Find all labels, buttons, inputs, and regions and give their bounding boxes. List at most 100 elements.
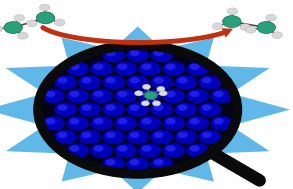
Circle shape: [223, 16, 241, 28]
Circle shape: [0, 26, 3, 32]
Circle shape: [130, 132, 139, 138]
Circle shape: [151, 130, 173, 144]
Circle shape: [190, 91, 200, 97]
Circle shape: [42, 116, 65, 130]
Circle shape: [117, 145, 127, 152]
Circle shape: [79, 102, 101, 117]
Circle shape: [91, 116, 113, 130]
Circle shape: [105, 159, 115, 165]
Circle shape: [142, 64, 151, 70]
Circle shape: [18, 32, 28, 39]
Circle shape: [211, 116, 233, 130]
Circle shape: [154, 104, 163, 111]
Circle shape: [93, 64, 103, 70]
Circle shape: [27, 20, 37, 27]
Circle shape: [42, 89, 65, 103]
Circle shape: [178, 104, 188, 111]
Circle shape: [103, 157, 125, 171]
Circle shape: [79, 130, 101, 144]
Circle shape: [134, 91, 143, 96]
Polygon shape: [0, 26, 290, 189]
Circle shape: [163, 89, 185, 103]
Circle shape: [91, 62, 113, 76]
Circle shape: [142, 84, 151, 89]
Circle shape: [67, 143, 89, 158]
Circle shape: [154, 77, 163, 84]
Circle shape: [227, 8, 238, 15]
Circle shape: [127, 102, 149, 117]
Circle shape: [54, 19, 65, 26]
Circle shape: [187, 62, 209, 76]
Circle shape: [154, 159, 163, 165]
Circle shape: [142, 91, 151, 97]
Circle shape: [81, 77, 91, 84]
Circle shape: [105, 77, 115, 84]
Circle shape: [81, 132, 91, 138]
Circle shape: [40, 4, 50, 11]
Circle shape: [187, 143, 209, 158]
Circle shape: [130, 104, 139, 111]
Circle shape: [105, 104, 115, 111]
Circle shape: [79, 75, 101, 90]
Circle shape: [69, 91, 79, 97]
Circle shape: [214, 118, 224, 125]
Circle shape: [175, 130, 197, 144]
Circle shape: [93, 145, 103, 152]
Circle shape: [103, 130, 125, 144]
Circle shape: [105, 132, 115, 138]
Circle shape: [93, 91, 103, 97]
Circle shape: [93, 118, 103, 125]
Circle shape: [151, 48, 173, 62]
Circle shape: [69, 145, 79, 152]
Circle shape: [103, 48, 125, 62]
Circle shape: [139, 62, 161, 76]
Circle shape: [154, 132, 163, 138]
Circle shape: [199, 75, 221, 90]
Circle shape: [246, 26, 256, 33]
Circle shape: [175, 102, 197, 117]
Circle shape: [57, 104, 67, 111]
Circle shape: [187, 116, 209, 130]
Circle shape: [130, 77, 139, 84]
Circle shape: [91, 89, 113, 103]
Circle shape: [163, 116, 185, 130]
Circle shape: [45, 118, 55, 125]
Circle shape: [166, 118, 176, 125]
Circle shape: [142, 118, 151, 125]
Circle shape: [202, 104, 212, 111]
Circle shape: [57, 77, 67, 84]
Circle shape: [4, 22, 22, 33]
Circle shape: [190, 118, 200, 125]
Circle shape: [130, 50, 139, 56]
Circle shape: [202, 77, 212, 84]
Circle shape: [154, 50, 163, 56]
Circle shape: [187, 89, 209, 103]
Circle shape: [272, 32, 282, 39]
Circle shape: [178, 77, 188, 84]
Circle shape: [166, 64, 176, 70]
Circle shape: [151, 102, 173, 117]
Circle shape: [67, 116, 89, 130]
Circle shape: [38, 45, 237, 174]
Circle shape: [103, 75, 125, 90]
Circle shape: [141, 101, 149, 106]
Circle shape: [69, 64, 79, 70]
Circle shape: [190, 145, 200, 152]
Circle shape: [14, 15, 25, 21]
Circle shape: [67, 89, 89, 103]
Circle shape: [199, 130, 221, 144]
Circle shape: [166, 91, 176, 97]
Circle shape: [199, 102, 221, 117]
Circle shape: [103, 102, 125, 117]
Circle shape: [91, 143, 113, 158]
Circle shape: [212, 23, 223, 30]
Circle shape: [139, 89, 161, 103]
Circle shape: [54, 102, 77, 117]
Circle shape: [117, 91, 127, 97]
Circle shape: [54, 130, 77, 144]
Circle shape: [166, 145, 176, 152]
Circle shape: [211, 89, 233, 103]
Circle shape: [115, 89, 137, 103]
Circle shape: [240, 24, 251, 30]
Circle shape: [159, 91, 167, 96]
